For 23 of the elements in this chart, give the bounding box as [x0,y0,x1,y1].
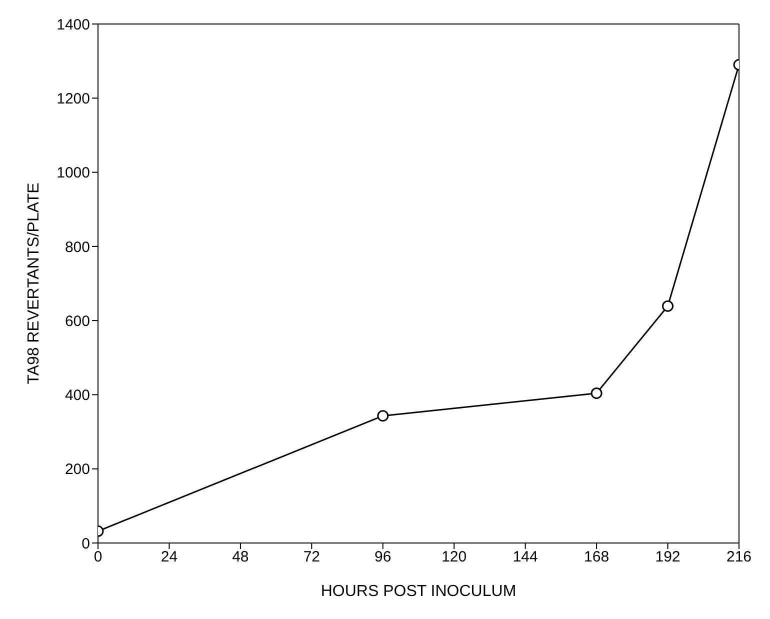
x-axis-title: HOURS POST INOCULUM [320,583,516,600]
x-tick-label: 72 [303,548,320,566]
x-tick-label: 168 [584,548,610,566]
y-tick-label: 600 [64,312,90,330]
x-tick-label: 24 [160,548,178,566]
point [662,300,674,312]
x-tick-label: 192 [655,548,680,566]
y-tick-label: 400 [64,387,90,404]
x-tick-label: 48 [232,548,249,566]
x-tick-label: 120 [442,548,467,566]
x-tick-label: 96 [374,548,392,566]
y-tick-label: 0 [82,535,90,552]
x-tick-label: 0 [94,548,102,566]
y-tick-label: 1400 [56,16,90,34]
point [377,410,389,422]
y-tick-label: 1000 [56,164,90,182]
x-tick-label: 216 [726,548,752,566]
x-tick-label: 144 [512,548,538,566]
point [590,387,602,399]
y-tick-label: 200 [64,461,90,478]
y-tick-label: 800 [64,238,90,256]
y-axis-title: TA98 REVERTANTS/PLATE [26,182,43,384]
y-tick-label: 1200 [56,90,90,108]
